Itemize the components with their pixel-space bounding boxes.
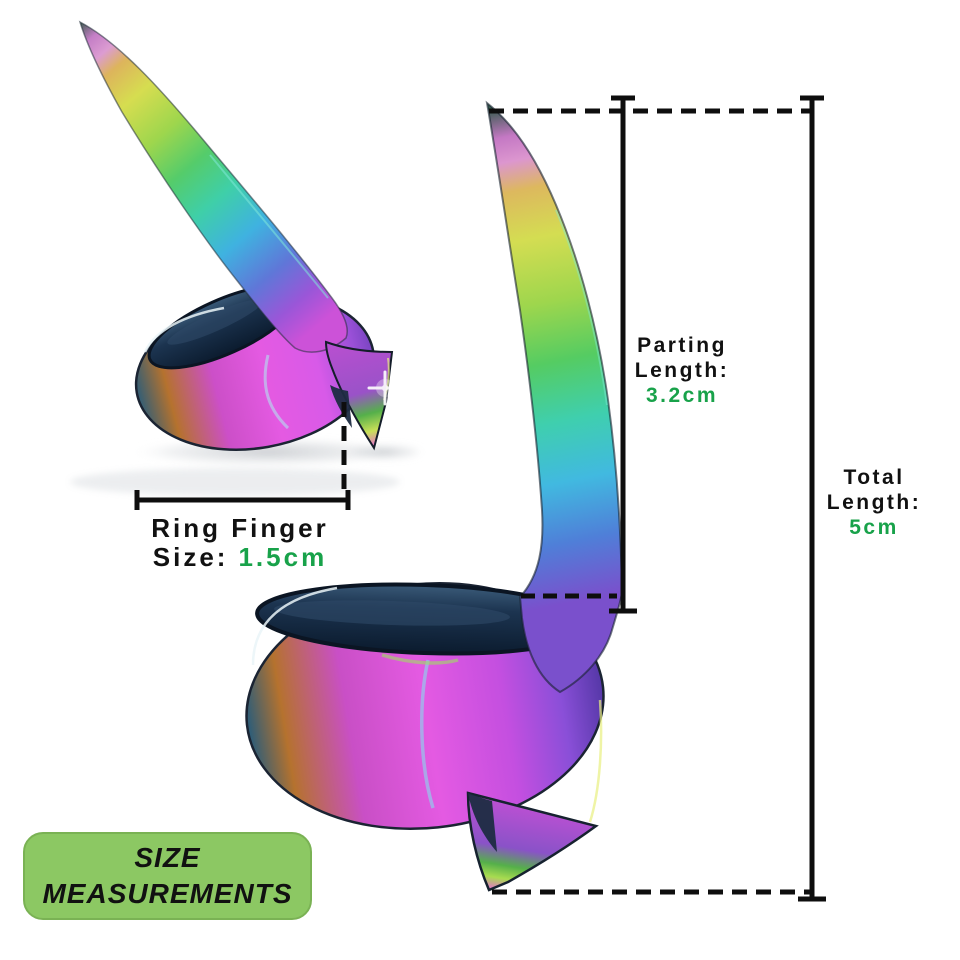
parting-length-label-line1: Parting [637,334,727,357]
size-measurements-badge-line1: SIZE [134,842,201,874]
ring-finger-size-value: 1.5cm [238,542,328,573]
total-length-value: 5cm [849,515,899,539]
right-horn [485,100,624,694]
left-band-sheen [263,354,290,430]
size-measurements-badge-line2: MEASUREMENTS [42,878,293,909]
right-inner-rim-highlight [381,653,459,665]
right-tail-point [466,791,599,892]
right-tail-notch [468,793,497,852]
ring-finger-size-label-line2: Size: 1.5cm [90,543,390,572]
parting-length-label: Parting Length: 3.2cm [626,334,738,408]
ring-finger-size-prefix: Size: [152,542,229,573]
parting-length-label-line2: Length: [634,358,730,382]
left-opening-streak [167,299,263,345]
right-horn-edge-highlight [555,209,608,406]
right-opening-streak [274,600,510,626]
product-photo-right-view [245,100,624,892]
total-length-label-line2: Length: [826,490,922,514]
right-band-rim-highlight [251,586,338,666]
right-band-right-rim [588,699,603,823]
left-reflection [70,468,400,496]
total-length-label-line1: Total [843,466,905,489]
left-tail-shadow [343,443,427,461]
ring-size-measure [134,402,351,510]
parting-length-value: 3.2cm [645,383,719,407]
sparkle-glint [367,370,403,406]
total-length-label: Total Length: 5cm [818,466,930,540]
left-tail-notch [330,385,352,428]
right-band-sheen [420,659,435,809]
ring-finger-size-label: Ring Finger Size: 1.5cm [90,513,390,572]
length-measures [489,95,826,902]
ring-finger-size-label-line1: Ring Finger [151,513,329,543]
left-band-rim-highlight [143,306,225,353]
product-photo-left-view [70,20,427,496]
size-measurements-badge: SIZE MEASUREMENTS [23,832,312,920]
left-horn-edge-highlight [209,154,329,299]
left-tail-point [324,340,394,451]
